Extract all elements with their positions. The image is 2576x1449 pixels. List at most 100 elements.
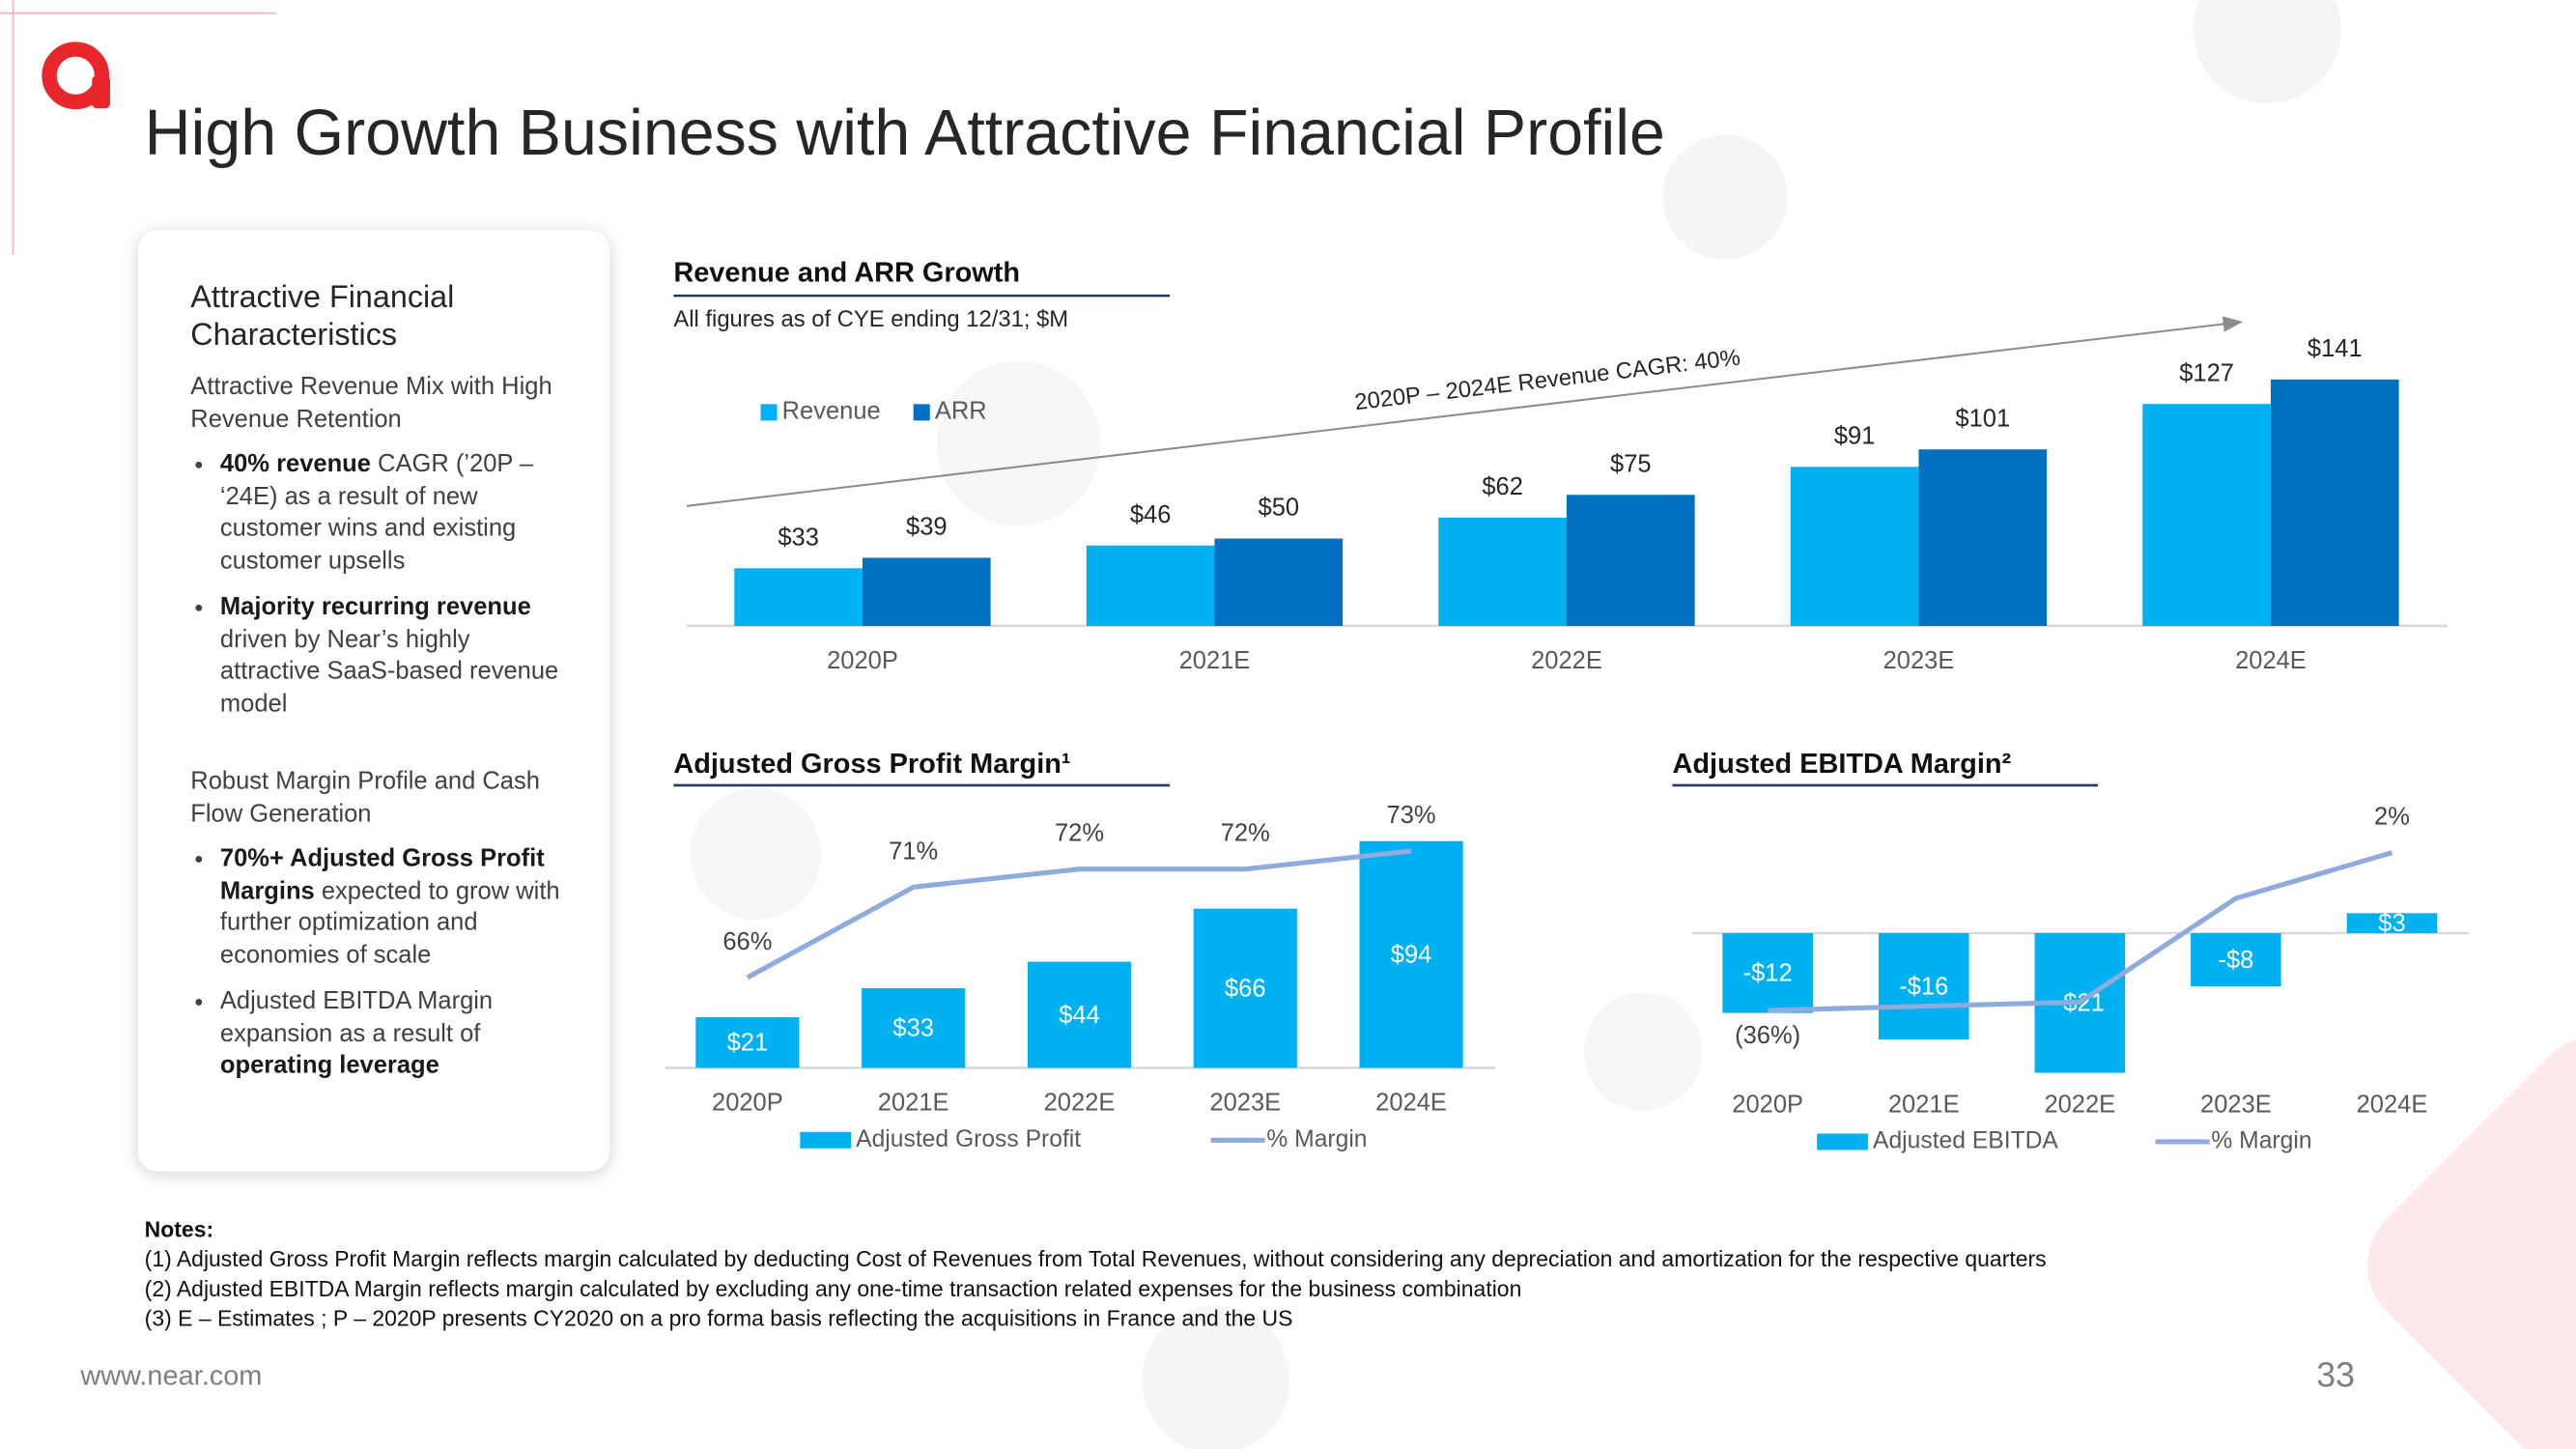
bar — [1193, 908, 1297, 1068]
bold-text: 40% revenue — [219, 449, 371, 478]
value-label: $94 — [1391, 942, 1432, 969]
bullet-list: 40% revenue CAGR (’20P – ‘24E) as a resu… — [190, 448, 573, 720]
bar — [1359, 840, 1463, 1068]
bar — [2142, 404, 2271, 626]
value-label: 72% — [1221, 820, 1270, 847]
value-label: $91 — [1834, 422, 1876, 449]
card-sections: Attractive Revenue Mix with High Revenue… — [190, 371, 573, 1082]
value-label: 66% — [722, 928, 772, 955]
note-line: (3) E – Estimates ; P – 2020P presents C… — [144, 1306, 1293, 1331]
legend-swatch — [760, 404, 778, 421]
text: expected to grow with further optimizati… — [219, 876, 560, 969]
value-label: $44 — [1059, 1002, 1100, 1029]
x-tick-label: 2020P — [712, 1090, 783, 1117]
bullet: 70%+ Adjusted Gross Profit Margins expec… — [220, 842, 574, 971]
page-number: 33 — [2316, 1356, 2355, 1395]
chart-title: Adjusted EBITDA Margin² — [1673, 749, 2012, 780]
text: CAGR (’20P – ‘24E) as a result of new cu… — [219, 449, 534, 575]
bar — [1086, 545, 1215, 626]
logo — [92, 75, 110, 109]
value-label: -$8 — [2218, 947, 2253, 974]
bullet: 40% revenue CAGR (’20P – ‘24E) as a resu… — [220, 448, 574, 577]
cagr-arrow — [686, 316, 2244, 507]
slide-title: High Growth Business with Attractive Fin… — [144, 99, 1665, 170]
chart-subtitle: All figures as of CYE ending 12/31; $M — [673, 306, 1068, 332]
x-tick-label: 2023E — [1883, 647, 1955, 674]
value-label: $33 — [778, 524, 819, 551]
notes-title: Notes: — [144, 1217, 214, 1242]
card-title: Attractive Financial Characteristics — [190, 280, 455, 354]
note-line: (1) Adjusted Gross Profit Margin reflect… — [144, 1246, 2047, 1272]
bold-text: operating leverage — [219, 1051, 439, 1080]
bg-accent — [2366, 1037, 2576, 1449]
legend-label: % Margin — [2211, 1127, 2311, 1153]
text: driven by Near’s highly attractive SaaS-… — [219, 625, 559, 718]
value-label: 71% — [889, 838, 938, 865]
bar — [1438, 517, 1567, 626]
legend-swatch — [1817, 1133, 1868, 1151]
x-tick-label: 2024E — [2357, 1091, 2428, 1118]
x-tick-label: 2020P — [827, 647, 898, 674]
bar — [2270, 379, 2399, 626]
bg-blob — [1142, 1306, 1290, 1449]
x-tick-label: 2024E — [1375, 1090, 1447, 1117]
margin-line — [746, 848, 1412, 980]
bg-blob — [1662, 134, 1788, 260]
x-tick-label: 2021E — [878, 1090, 949, 1117]
section-heading: Robust Margin Profile and Cash Flow Gene… — [190, 767, 540, 828]
bullet: Majority recurring revenue driven by Nea… — [220, 591, 574, 720]
value-label: 2% — [2374, 804, 2410, 831]
x-tick-label: 2020P — [1732, 1091, 1803, 1118]
bar — [1918, 449, 2048, 626]
bg-blob — [936, 361, 1101, 526]
x-tick-label: 2022E — [2044, 1091, 2115, 1118]
x-tick-label: 2022E — [1531, 647, 1602, 674]
footer-url: www.near.com — [80, 1360, 263, 1392]
bar — [1722, 932, 1813, 1013]
bar — [695, 1017, 800, 1068]
value-label: $39 — [906, 514, 948, 541]
legend-label: Adjusted Gross Profit — [856, 1126, 1081, 1152]
notes-lines: (1) Adjusted Gross Profit Margin reflect… — [145, 1245, 2047, 1334]
note-line: (2) Adjusted EBITDA Margin reflects marg… — [144, 1276, 1522, 1301]
chart-title: Revenue and ARR Growth — [673, 258, 1020, 289]
legend-swatch — [800, 1131, 852, 1149]
bar — [1214, 538, 1344, 626]
bar — [1027, 961, 1132, 1068]
text: Adjusted EBITDA Margin expansion as a re… — [219, 987, 494, 1048]
bold-text: 70%+ Adjusted Gross Profit Margins — [219, 844, 545, 905]
bar — [1878, 932, 1969, 1040]
value-label: 73% — [1387, 802, 1436, 829]
bullet: Adjusted EBITDA Margin expansion as a re… — [220, 985, 574, 1081]
value-label: $127 — [2179, 359, 2234, 386]
legend-label: % Margin — [1266, 1126, 1367, 1152]
legend-label: Adjusted EBITDA — [1873, 1127, 2058, 1153]
x-tick-label: 2022E — [1044, 1090, 1116, 1117]
notes: Notes: (1) Adjusted Gross Profit Margin … — [145, 1216, 2047, 1334]
value-label: -$12 — [1743, 960, 1793, 987]
bullet-list: 70%+ Adjusted Gross Profit Margins expec… — [190, 842, 573, 1081]
bg-blob — [1583, 992, 1703, 1111]
value-label: 72% — [1055, 820, 1104, 847]
value-label: (36%) — [1735, 1022, 1800, 1049]
card-section: Robust Margin Profile and Cash Flow Gene… — [190, 766, 573, 1082]
value-label: $21 — [727, 1030, 769, 1057]
value-label: $33 — [892, 1015, 934, 1042]
section-heading: Attractive Revenue Mix with High Revenue… — [190, 373, 552, 434]
bar — [1566, 495, 1695, 626]
info-card: Attractive Financial Characteristics Att… — [137, 230, 610, 1172]
card-section: Attractive Revenue Mix with High Revenue… — [190, 371, 573, 720]
value-label: -$16 — [1899, 973, 1948, 1000]
value-label: $75 — [1610, 450, 1652, 477]
bar — [2191, 932, 2281, 987]
legend-label: Revenue — [782, 398, 881, 425]
bold-text: Majority recurring revenue — [219, 592, 531, 621]
value-label: $141 — [2307, 335, 2363, 362]
bar — [2346, 913, 2438, 933]
legend-swatch — [913, 404, 930, 421]
logo — [42, 42, 110, 110]
x-tick-label: 2021E — [1888, 1091, 1960, 1118]
chart-title: Adjusted Gross Profit Margin¹ — [673, 749, 1070, 780]
